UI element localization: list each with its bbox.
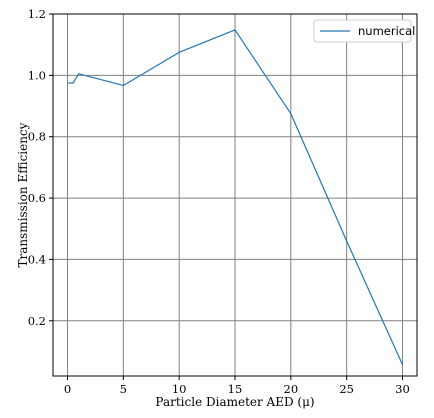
x-tick-label: 0	[64, 382, 71, 396]
legend-label-numerical: numerical	[358, 24, 415, 38]
y-tick-label: 0.6	[28, 191, 46, 205]
x-tick-label: 5	[120, 382, 127, 396]
y-tick-label: 1.0	[28, 68, 46, 82]
x-tick-label: 15	[228, 382, 243, 396]
series-line-numerical	[68, 29, 404, 365]
x-tick-label: 30	[395, 382, 410, 396]
x-tick-label: 20	[284, 382, 299, 396]
grid-lines	[53, 13, 417, 376]
data-point	[78, 73, 80, 75]
y-tick-label: 0.2	[28, 314, 46, 328]
y-axis-label: Transmission Efficiency	[16, 122, 30, 267]
y-tick-label: 1.2	[28, 7, 46, 21]
legend: numerical	[313, 19, 415, 43]
data-point	[178, 51, 180, 53]
data-point	[401, 364, 404, 366]
data-point	[68, 82, 70, 84]
x-tick-label: 10	[172, 382, 187, 396]
data-point	[72, 82, 74, 84]
series-lines	[68, 29, 404, 366]
y-tick-label: 0.8	[28, 130, 46, 144]
y-tick-label: 0.4	[28, 252, 46, 266]
tick-marks	[49, 13, 403, 380]
x-tick-labels: 0 5 10 15 20 25 30	[64, 382, 410, 396]
x-axis-label: Particle Diameter AED (μ)	[155, 395, 314, 409]
data-point	[346, 240, 348, 242]
y-tick-labels: 0.2 0.4 0.6 0.8 1.0 1.2	[28, 7, 46, 328]
x-tick-label: 25	[339, 382, 354, 396]
data-point	[234, 29, 236, 31]
data-point	[122, 84, 124, 87]
data-point	[290, 113, 292, 115]
legend-box	[313, 19, 412, 43]
